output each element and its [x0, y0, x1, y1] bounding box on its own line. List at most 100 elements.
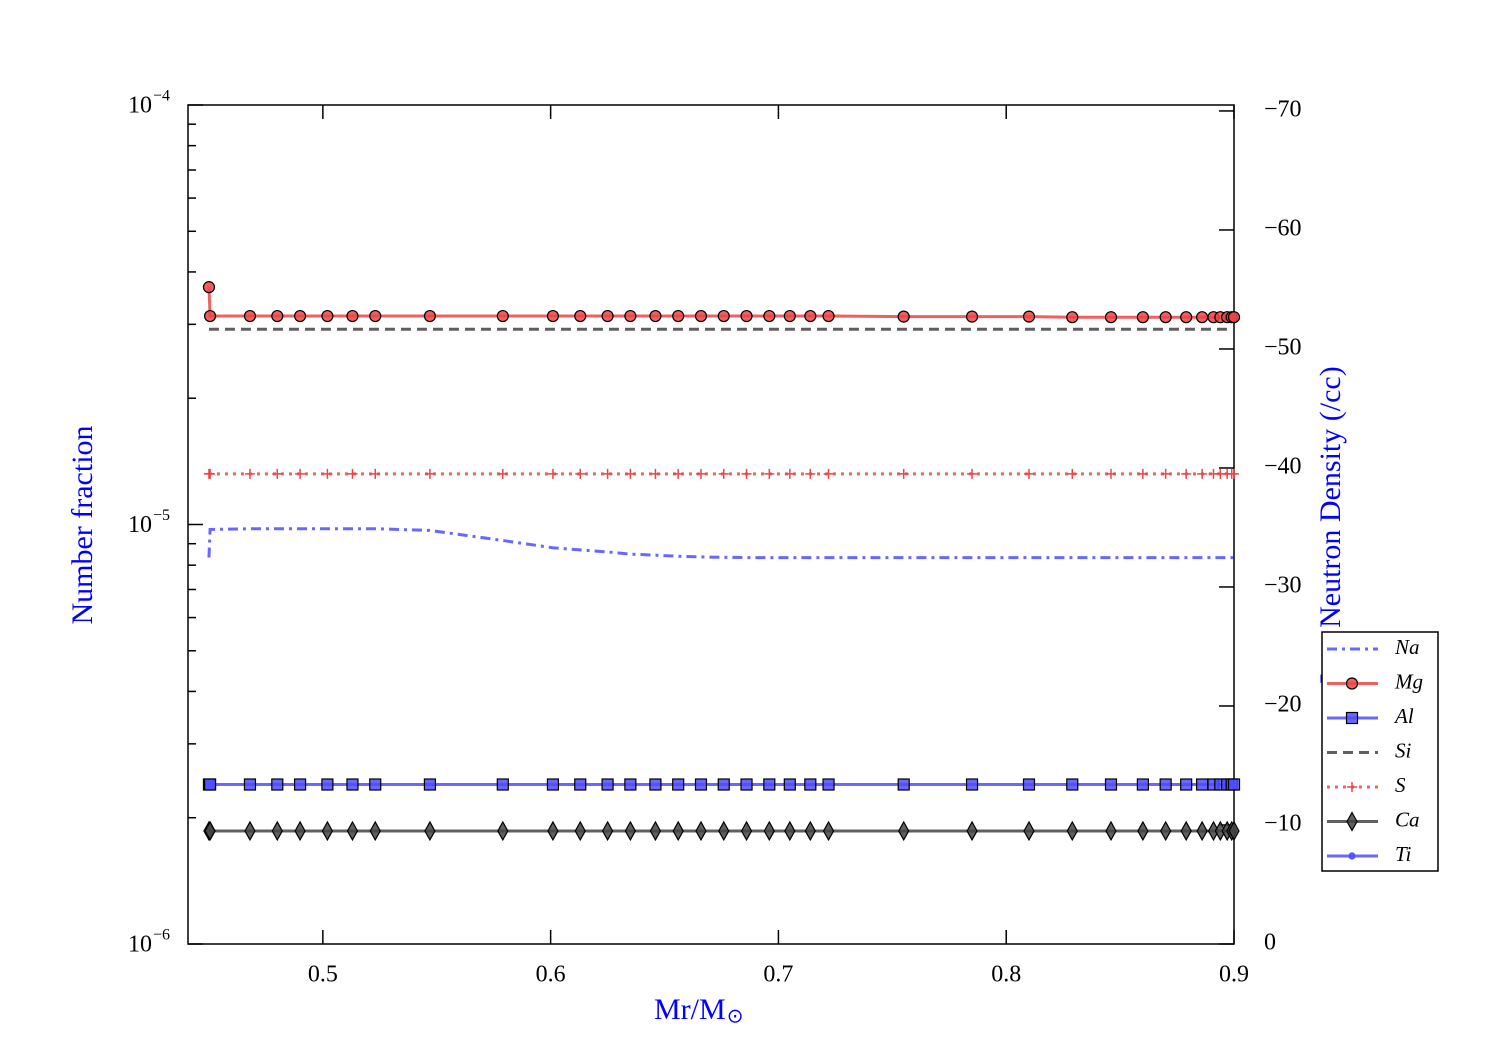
marker: [1105, 468, 1116, 479]
y-tick-label: 10: [128, 932, 152, 958]
y2-tick-label: −10: [1264, 810, 1302, 836]
marker: [804, 820, 817, 842]
marker: [822, 309, 835, 323]
marker: [649, 309, 662, 323]
marker: [1066, 778, 1079, 791]
marker: [272, 468, 283, 479]
marker: [763, 820, 776, 842]
marker: [784, 468, 795, 479]
marker: [1022, 778, 1036, 791]
marker: [805, 468, 816, 479]
marker: [205, 468, 216, 479]
marker: [672, 778, 685, 791]
y2-tick-label: −60: [1264, 215, 1302, 241]
marker: [966, 820, 978, 842]
marker: [672, 309, 685, 323]
marker: [898, 820, 910, 842]
x-tick-label: 0.7: [763, 962, 793, 988]
marker: [423, 778, 437, 791]
marker: [1136, 778, 1149, 791]
marker: [1159, 311, 1172, 324]
marker: [271, 820, 283, 842]
x-axis-label-sub: ⊙: [727, 1006, 744, 1028]
marker: [718, 468, 729, 479]
y-tick-label: 10: [128, 512, 152, 538]
legend-box: [1321, 631, 1439, 872]
marker: [244, 468, 255, 479]
legend-label: Al: [1393, 704, 1414, 728]
marker: [1022, 310, 1036, 323]
marker: [271, 309, 284, 323]
marker: [293, 778, 307, 791]
marker: [202, 281, 216, 294]
marker: [575, 468, 586, 479]
y2-tick-label: 0: [1264, 930, 1276, 956]
marker: [1067, 468, 1078, 479]
marker: [346, 820, 359, 842]
y2-axis-label: Log Neutron Density (/cc): [1314, 366, 1347, 683]
marker: [649, 820, 662, 842]
marker: [649, 778, 662, 791]
marker: [741, 468, 752, 479]
marker: [1023, 820, 1035, 842]
marker: [784, 820, 796, 842]
marker: [1347, 782, 1357, 792]
marker: [763, 309, 776, 323]
marker: [601, 778, 614, 791]
y-tick-label: 10: [128, 93, 152, 119]
marker: [1180, 820, 1192, 842]
marker: [740, 778, 753, 791]
marker: [321, 820, 334, 842]
marker: [1159, 820, 1172, 842]
marker: [203, 778, 217, 791]
marker: [624, 778, 637, 791]
marker: [369, 309, 382, 323]
marker: [763, 778, 776, 791]
marker: [1348, 852, 1356, 860]
marker: [1104, 778, 1118, 791]
marker: [1137, 468, 1148, 479]
marker: [602, 468, 613, 479]
marker: [1137, 820, 1149, 842]
marker: [203, 309, 217, 323]
legend-label: Mg: [1394, 669, 1423, 693]
marker: [897, 310, 910, 323]
marker: [1196, 778, 1209, 791]
marker: [717, 309, 730, 323]
marker: [764, 468, 775, 479]
plot-frame: [187, 104, 1235, 945]
marker: [271, 778, 284, 791]
y2-tick-label: −40: [1264, 453, 1302, 479]
marker: [823, 468, 834, 479]
marker: [294, 820, 306, 842]
y2-tick-label: −70: [1264, 96, 1302, 122]
marker: [965, 778, 979, 791]
marker: [967, 468, 978, 479]
marker: [1066, 820, 1078, 842]
marker: [295, 468, 306, 479]
marker: [718, 820, 730, 842]
marker: [783, 309, 796, 323]
marker: [496, 309, 509, 323]
y2-tick-label: −20: [1264, 691, 1302, 717]
legend-label: Ca: [1395, 807, 1420, 831]
marker: [1066, 311, 1079, 324]
marker: [321, 309, 334, 323]
marker: [423, 309, 437, 323]
series-line: [207, 527, 1234, 560]
marker: [1229, 468, 1239, 479]
marker: [740, 309, 753, 323]
marker: [424, 820, 436, 842]
marker: [574, 309, 587, 323]
marker: [574, 820, 586, 842]
marker: [625, 468, 636, 479]
marker: [370, 468, 381, 479]
y2-tick-label: −50: [1264, 334, 1302, 360]
marker: [694, 778, 708, 791]
marker: [1197, 468, 1208, 479]
marker: [624, 309, 637, 323]
marker: [672, 820, 684, 842]
x-tick-label: 0.8: [991, 962, 1021, 988]
marker: [369, 820, 381, 842]
